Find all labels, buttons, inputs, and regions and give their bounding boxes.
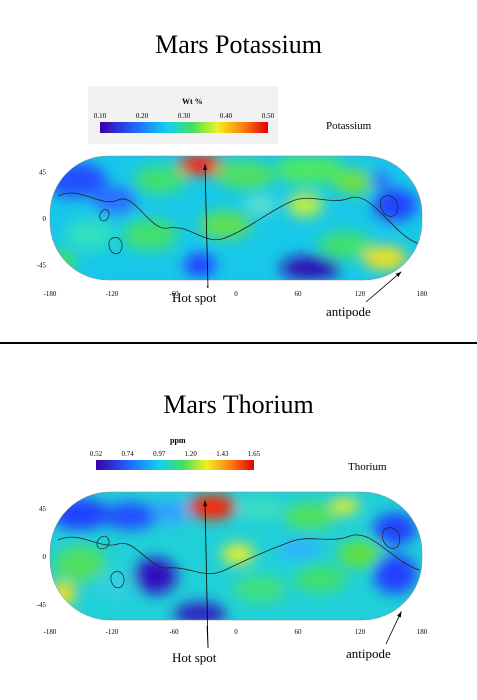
annotation-arrow <box>204 500 209 649</box>
x-tick-label: -120 <box>106 628 119 636</box>
chart-title-thorium: Mars Thorium <box>163 390 314 419</box>
x-tick-label: 180 <box>417 628 428 636</box>
y-tick-label: 45 <box>39 505 47 513</box>
annotation-label: Hot spot <box>172 650 217 665</box>
y-tick-label: -45 <box>37 601 47 609</box>
y-tick-label: -45 <box>37 262 47 270</box>
colorbar-tick-label: 0.74 <box>121 450 134 458</box>
legend-label: Thorium <box>348 461 387 473</box>
thorium-chart: ppm 0.52 0.74 0.97 1.20 1.43 1.65 Thorium <box>37 436 428 665</box>
colorbar-tick-label: 0.52 <box>90 450 103 458</box>
colorbar-tick-label: 0.10 <box>94 112 107 120</box>
colorbar-tick-label: 0.50 <box>262 112 275 120</box>
annotation-arrowhead <box>395 271 402 277</box>
x-tick-label: 180 <box>417 290 428 298</box>
colorbar-tick-label: 1.43 <box>216 450 229 458</box>
annotation-label: antipode <box>346 646 391 661</box>
legend-label: Potassium <box>326 120 372 132</box>
x-tick-label: 0 <box>234 628 238 636</box>
potassium-map <box>50 156 422 280</box>
chart-title-potassium: Mars Potassium <box>155 30 322 59</box>
annotation-arrow <box>206 285 209 289</box>
x-tick-label: 60 <box>295 290 303 298</box>
x-tick-label: 0 <box>234 290 238 298</box>
annotation-arrow <box>385 611 402 645</box>
annotation-arrow <box>206 625 209 649</box>
colorbar <box>100 122 268 133</box>
y-tick-label: 0 <box>43 215 47 223</box>
colorbar-tick-label: 1.65 <box>248 450 261 458</box>
colorbar-tick-label: 0.97 <box>153 450 166 458</box>
colorbar-unit: Wt % <box>182 97 203 106</box>
colorbar-tick-label: 0.30 <box>178 112 191 120</box>
annotation-arrowhead <box>203 164 208 170</box>
x-tick-label: 60 <box>295 628 303 636</box>
colorbar <box>96 460 254 470</box>
y-tick-label: 45 <box>39 169 47 177</box>
colorbar-unit: ppm <box>170 436 186 445</box>
y-tick-label: 0 <box>43 553 47 561</box>
x-tick-label: 120 <box>355 290 366 298</box>
annotation-label: Hot spot <box>172 290 217 305</box>
x-tick-label: -60 <box>169 628 179 636</box>
x-tick-label: -180 <box>44 628 57 636</box>
colorbar-box <box>88 86 278 144</box>
annotation-label: antipode <box>326 304 371 319</box>
potassium-chart: Wt % 0.10 0.20 0.30 0.40 0.50 Potassium <box>37 86 428 319</box>
annotation-arrow <box>204 164 209 289</box>
section-divider <box>0 342 477 344</box>
x-tick-label: -60 <box>169 290 179 298</box>
colorbar-tick-label: 0.20 <box>136 112 149 120</box>
x-tick-label: -120 <box>106 290 119 298</box>
thorium-map <box>50 492 422 620</box>
annotation-arrowhead <box>397 611 402 618</box>
x-tick-label: 120 <box>355 628 366 636</box>
x-tick-label: -180 <box>44 290 57 298</box>
colorbar-tick-label: 1.20 <box>185 450 198 458</box>
annotation-arrowhead <box>203 500 208 507</box>
annotation-arrow <box>365 271 402 303</box>
colorbar-tick-label: 0.40 <box>220 112 233 120</box>
